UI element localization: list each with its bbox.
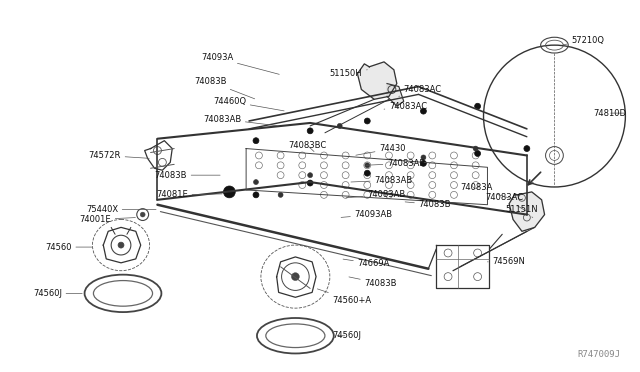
Circle shape — [421, 155, 426, 160]
Text: 74093AB: 74093AB — [341, 210, 392, 219]
Circle shape — [337, 124, 342, 128]
Text: 74083AC: 74083AC — [384, 102, 427, 111]
Text: 74083B: 74083B — [154, 171, 220, 180]
Text: 74083AB: 74083AB — [203, 115, 277, 126]
Text: 74083AB: 74083AB — [365, 159, 425, 168]
Text: 74560J: 74560J — [332, 331, 361, 340]
Text: 57210Q: 57210Q — [563, 36, 604, 45]
Text: 74560: 74560 — [45, 243, 92, 251]
Text: 74083AB: 74083AB — [346, 190, 406, 199]
Circle shape — [475, 103, 481, 109]
Circle shape — [307, 128, 313, 134]
Text: 74430: 74430 — [356, 144, 406, 155]
Text: 74083AC: 74083AC — [399, 85, 442, 96]
Text: 74083A: 74083A — [460, 183, 514, 199]
Text: 74083BC: 74083BC — [289, 141, 327, 151]
Text: 74083B: 74083B — [405, 200, 451, 209]
Text: 74083B: 74083B — [194, 77, 255, 99]
Circle shape — [473, 146, 478, 151]
Circle shape — [253, 138, 259, 144]
Text: 74093A: 74093A — [201, 54, 279, 74]
Text: 74083AB: 74083AB — [351, 176, 412, 185]
Circle shape — [420, 108, 426, 114]
Text: 74083B: 74083B — [349, 277, 397, 288]
Text: 51151N: 51151N — [505, 205, 538, 218]
Circle shape — [420, 160, 426, 166]
Text: 74569N: 74569N — [488, 257, 525, 266]
Text: 75440X: 75440X — [86, 205, 156, 214]
Text: 74572R: 74572R — [89, 151, 149, 160]
Circle shape — [278, 192, 283, 197]
Text: 74001E: 74001E — [79, 215, 136, 224]
Circle shape — [291, 273, 300, 280]
Polygon shape — [387, 84, 404, 106]
Polygon shape — [357, 62, 397, 99]
Text: 74669A: 74669A — [343, 259, 390, 268]
Text: 74810D: 74810D — [593, 109, 626, 118]
Circle shape — [365, 163, 370, 168]
Text: 74081E: 74081E — [156, 190, 222, 199]
Text: 74560+A: 74560+A — [317, 289, 371, 305]
Text: 74560J: 74560J — [33, 289, 82, 298]
Circle shape — [475, 151, 481, 157]
Text: 51150H: 51150H — [330, 69, 367, 78]
Text: R747009J: R747009J — [577, 350, 620, 359]
Circle shape — [118, 242, 124, 248]
Circle shape — [253, 180, 259, 185]
Polygon shape — [509, 192, 545, 231]
Circle shape — [253, 192, 259, 198]
Circle shape — [364, 118, 370, 124]
Circle shape — [307, 180, 313, 186]
Circle shape — [364, 170, 370, 176]
Circle shape — [308, 173, 312, 177]
Circle shape — [223, 186, 236, 198]
Circle shape — [140, 212, 145, 217]
Text: 74083AC: 74083AC — [486, 193, 525, 211]
Circle shape — [524, 145, 530, 151]
Text: 74460Q: 74460Q — [213, 97, 284, 111]
